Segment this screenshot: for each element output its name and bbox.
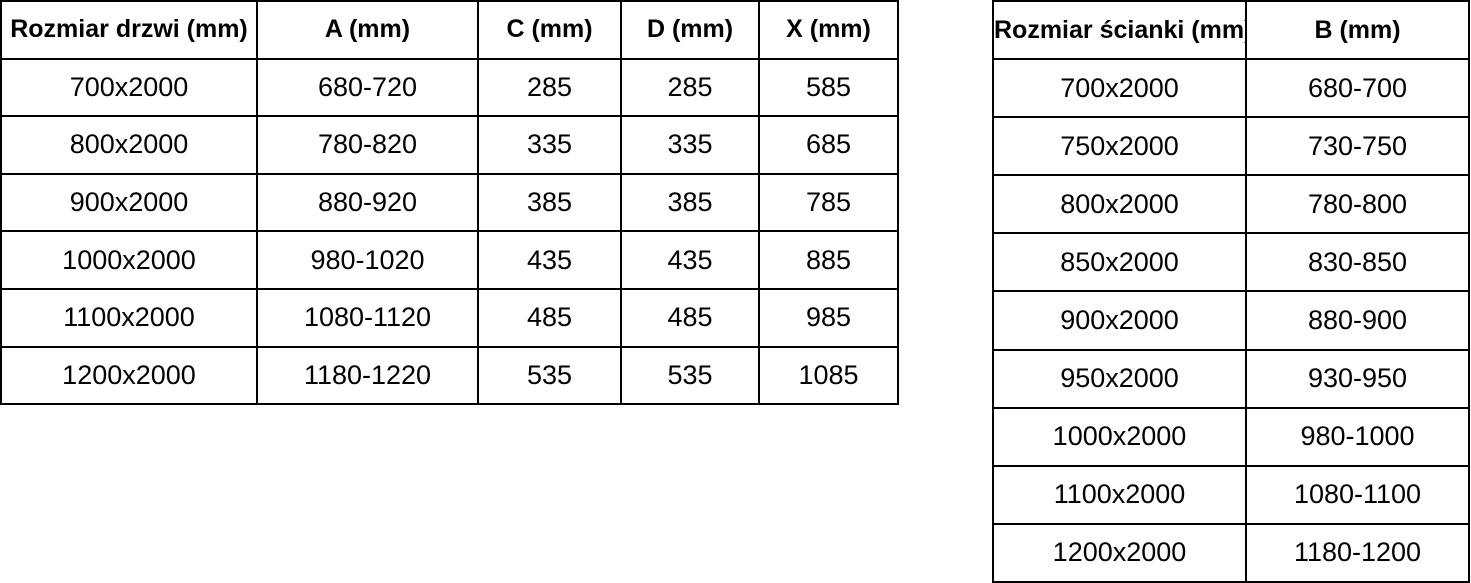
table-cell: 1180-1220 bbox=[256, 345, 479, 406]
table-cell: 800x2000 bbox=[0, 115, 258, 175]
table-cell: 980-1000 bbox=[1245, 406, 1470, 467]
table-row: 700x2000 680-720 285 285 585 bbox=[0, 57, 899, 118]
table-cell: 1200x2000 bbox=[992, 522, 1247, 583]
table-cell: 385 bbox=[620, 172, 760, 233]
dimension-c-column-header: C (mm) bbox=[477, 0, 622, 60]
wall-table-body: 700x2000 680-700 750x2000 730-750 800x2000 78… bbox=[992, 58, 1470, 583]
table-cell: 585 bbox=[758, 57, 899, 118]
wall-panel-size-table: Rozmiar ścianki (mm) B (mm) 700x2000 680-… bbox=[992, 0, 1470, 583]
table-row: 800x2000 780-800 bbox=[992, 174, 1470, 235]
table-cell: 780-820 bbox=[256, 115, 479, 175]
table-cell: 1080-1120 bbox=[256, 287, 479, 348]
table-cell: 1080-1100 bbox=[1245, 464, 1470, 525]
wall-table-header-row: Rozmiar ścianki (mm) B (mm) bbox=[992, 0, 1470, 61]
table-cell: 880-920 bbox=[256, 172, 479, 233]
table-cell: 885 bbox=[758, 230, 899, 290]
table-row: 900x2000 880-920 385 385 785 bbox=[0, 172, 899, 233]
dimension-x-column-header: X (mm) bbox=[758, 0, 899, 60]
wall-size-column-header: Rozmiar ścianki (mm) bbox=[992, 0, 1247, 61]
dimension-b-column-header: B (mm) bbox=[1245, 0, 1470, 61]
table-row: 700x2000 680-700 bbox=[992, 58, 1470, 119]
table-cell: 900x2000 bbox=[992, 290, 1247, 351]
table-cell: 1000x2000 bbox=[0, 230, 258, 290]
table-row: 1100x2000 1080-1100 bbox=[992, 464, 1470, 525]
table-cell: 800x2000 bbox=[992, 174, 1247, 235]
table-row: 750x2000 730-750 bbox=[992, 116, 1470, 177]
table-row: 800x2000 780-820 335 335 685 bbox=[0, 115, 899, 175]
table-cell: 535 bbox=[477, 345, 622, 406]
table-cell: 830-850 bbox=[1245, 232, 1470, 293]
table-cell: 685 bbox=[758, 115, 899, 175]
table-row: 1100x2000 1080-1120 485 485 985 bbox=[0, 287, 899, 348]
table-cell: 780-800 bbox=[1245, 174, 1470, 235]
table-cell: 285 bbox=[620, 57, 760, 118]
door-size-column-header: Rozmiar drzwi (mm) bbox=[0, 0, 258, 60]
door-table-header-row: Rozmiar drzwi (mm) A (mm) C (mm) D (mm) … bbox=[0, 0, 899, 60]
table-cell: 930-950 bbox=[1245, 348, 1470, 409]
table-cell: 385 bbox=[477, 172, 622, 233]
table-cell: 750x2000 bbox=[992, 116, 1247, 177]
table-cell: 680-700 bbox=[1245, 58, 1470, 119]
dimension-d-column-header: D (mm) bbox=[620, 0, 760, 60]
table-cell: 435 bbox=[477, 230, 622, 290]
table-cell: 700x2000 bbox=[992, 58, 1247, 119]
table-cell: 950x2000 bbox=[992, 348, 1247, 409]
table-cell: 680-720 bbox=[256, 57, 479, 118]
table-cell: 485 bbox=[477, 287, 622, 348]
table-row: 1200x2000 1180-1200 bbox=[992, 522, 1470, 583]
table-row: 900x2000 880-900 bbox=[992, 290, 1470, 351]
table-cell: 985 bbox=[758, 287, 899, 348]
table-cell: 730-750 bbox=[1245, 116, 1470, 177]
table-row: 1000x2000 980-1000 bbox=[992, 406, 1470, 467]
table-row: 1000x2000 980-1020 435 435 885 bbox=[0, 230, 899, 290]
table-cell: 1000x2000 bbox=[992, 406, 1247, 467]
door-size-table: Rozmiar drzwi (mm) A (mm) C (mm) D (mm) … bbox=[0, 0, 899, 406]
table-cell: 1085 bbox=[758, 345, 899, 406]
dimension-a-column-header: A (mm) bbox=[256, 0, 479, 60]
door-table-body: 700x2000 680-720 285 285 585 800x2000 780-820 3… bbox=[0, 57, 899, 406]
table-row: 1200x2000 1180-1220 535 535 1085 bbox=[0, 345, 899, 406]
table-cell: 880-900 bbox=[1245, 290, 1470, 351]
table-cell: 785 bbox=[758, 172, 899, 233]
table-cell: 1100x2000 bbox=[992, 464, 1247, 525]
table-cell: 900x2000 bbox=[0, 172, 258, 233]
table-cell: 1200x2000 bbox=[0, 345, 258, 406]
table-cell: 335 bbox=[477, 115, 622, 175]
table-cell: 485 bbox=[620, 287, 760, 348]
table-row: 950x2000 930-950 bbox=[992, 348, 1470, 409]
table-cell: 285 bbox=[477, 57, 622, 118]
table-cell: 535 bbox=[620, 345, 760, 406]
table-row: 850x2000 830-850 bbox=[992, 232, 1470, 293]
table-cell: 980-1020 bbox=[256, 230, 479, 290]
table-cell: 1180-1200 bbox=[1245, 522, 1470, 583]
table-cell: 1100x2000 bbox=[0, 287, 258, 348]
table-cell: 435 bbox=[620, 230, 760, 290]
table-cell: 850x2000 bbox=[992, 232, 1247, 293]
table-cell: 335 bbox=[620, 115, 760, 175]
table-cell: 700x2000 bbox=[0, 57, 258, 118]
